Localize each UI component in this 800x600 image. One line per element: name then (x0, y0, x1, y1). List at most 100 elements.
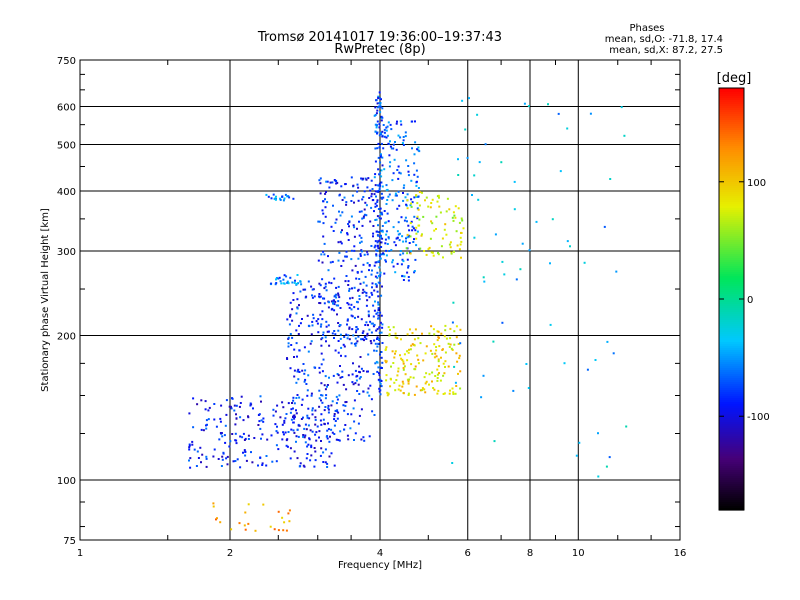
data-point (345, 203, 348, 206)
colorbar-swatch (719, 194, 744, 197)
data-point (389, 328, 391, 331)
data-point (413, 153, 416, 156)
data-point (371, 269, 373, 272)
data-point (290, 428, 293, 431)
data-point (320, 423, 323, 426)
data-point (453, 214, 456, 217)
colorbar-swatch (719, 112, 744, 115)
colorbar-swatch (719, 418, 744, 421)
data-point (267, 195, 270, 198)
data-point (333, 337, 335, 339)
data-point (459, 243, 462, 246)
data-point (347, 284, 350, 286)
data-point (388, 154, 391, 157)
data-point (320, 413, 323, 416)
data-point (220, 432, 223, 434)
data-point (321, 370, 324, 373)
data-point (352, 334, 355, 337)
data-point (251, 461, 254, 464)
data-point (333, 303, 336, 306)
data-point (287, 282, 290, 285)
data-point (448, 208, 451, 211)
colorbar-swatch (719, 254, 744, 257)
data-point (298, 465, 301, 468)
data-point (411, 147, 413, 150)
data-point (282, 278, 285, 281)
data-point (360, 438, 363, 441)
colorbar-swatch (719, 262, 744, 265)
data-point (215, 425, 218, 428)
data-point (432, 254, 435, 257)
data-point (379, 393, 382, 396)
data-point (402, 192, 404, 194)
data-point (366, 332, 369, 335)
data-point (219, 521, 222, 524)
data-point (358, 298, 361, 301)
colorbar-swatch (719, 468, 744, 471)
y-tick-label: 750 (57, 56, 76, 67)
data-point (501, 321, 504, 324)
data-point (357, 422, 360, 425)
data-point (396, 337, 399, 340)
data-point (302, 435, 305, 438)
data-point (351, 269, 354, 272)
data-point (281, 438, 284, 441)
data-point (270, 434, 273, 437)
data-point (355, 277, 358, 280)
data-point (397, 388, 400, 391)
colorbar-swatch (719, 104, 744, 107)
data-point (321, 278, 324, 281)
data-point (453, 330, 456, 333)
data-point (414, 365, 417, 368)
colorbar-swatch (719, 388, 744, 391)
data-point (377, 208, 380, 210)
data-point (403, 353, 406, 356)
data-point (333, 415, 336, 418)
data-point (359, 254, 362, 257)
data-point (380, 119, 383, 122)
data-point (566, 127, 569, 130)
data-point (406, 199, 409, 202)
data-point (330, 300, 333, 303)
data-point (462, 227, 465, 230)
data-point (405, 159, 408, 162)
data-point (283, 419, 286, 422)
data-point (326, 201, 329, 204)
data-point (360, 270, 363, 273)
data-point (286, 281, 289, 284)
data-point (401, 142, 404, 144)
data-point (386, 243, 389, 245)
data-point (377, 168, 380, 171)
data-point (380, 241, 383, 244)
data-point (333, 413, 336, 415)
data-point (376, 370, 379, 373)
colorbar-label: [deg] (717, 71, 752, 86)
colorbar-swatch (719, 252, 744, 255)
data-point (346, 302, 349, 304)
colorbar-swatch (719, 478, 744, 481)
data-point (358, 234, 361, 237)
data-point (326, 437, 329, 440)
data-point (396, 169, 399, 171)
data-point (204, 408, 207, 411)
data-point (265, 464, 268, 467)
data-point (352, 407, 355, 410)
colorbar-swatch (719, 492, 744, 495)
data-point (188, 444, 191, 447)
data-point (388, 193, 391, 196)
data-point (409, 328, 411, 331)
data-point (351, 194, 354, 197)
data-point (398, 204, 401, 207)
data-point (414, 141, 417, 144)
data-point (473, 236, 476, 239)
data-point (353, 249, 356, 252)
data-point (226, 463, 229, 466)
data-point (413, 173, 416, 176)
data-point (328, 301, 330, 304)
data-point (449, 337, 452, 340)
data-point (389, 161, 392, 164)
phase-colorbar (718, 87, 745, 511)
data-point (293, 417, 296, 420)
data-point (284, 431, 287, 434)
data-point (318, 293, 321, 295)
